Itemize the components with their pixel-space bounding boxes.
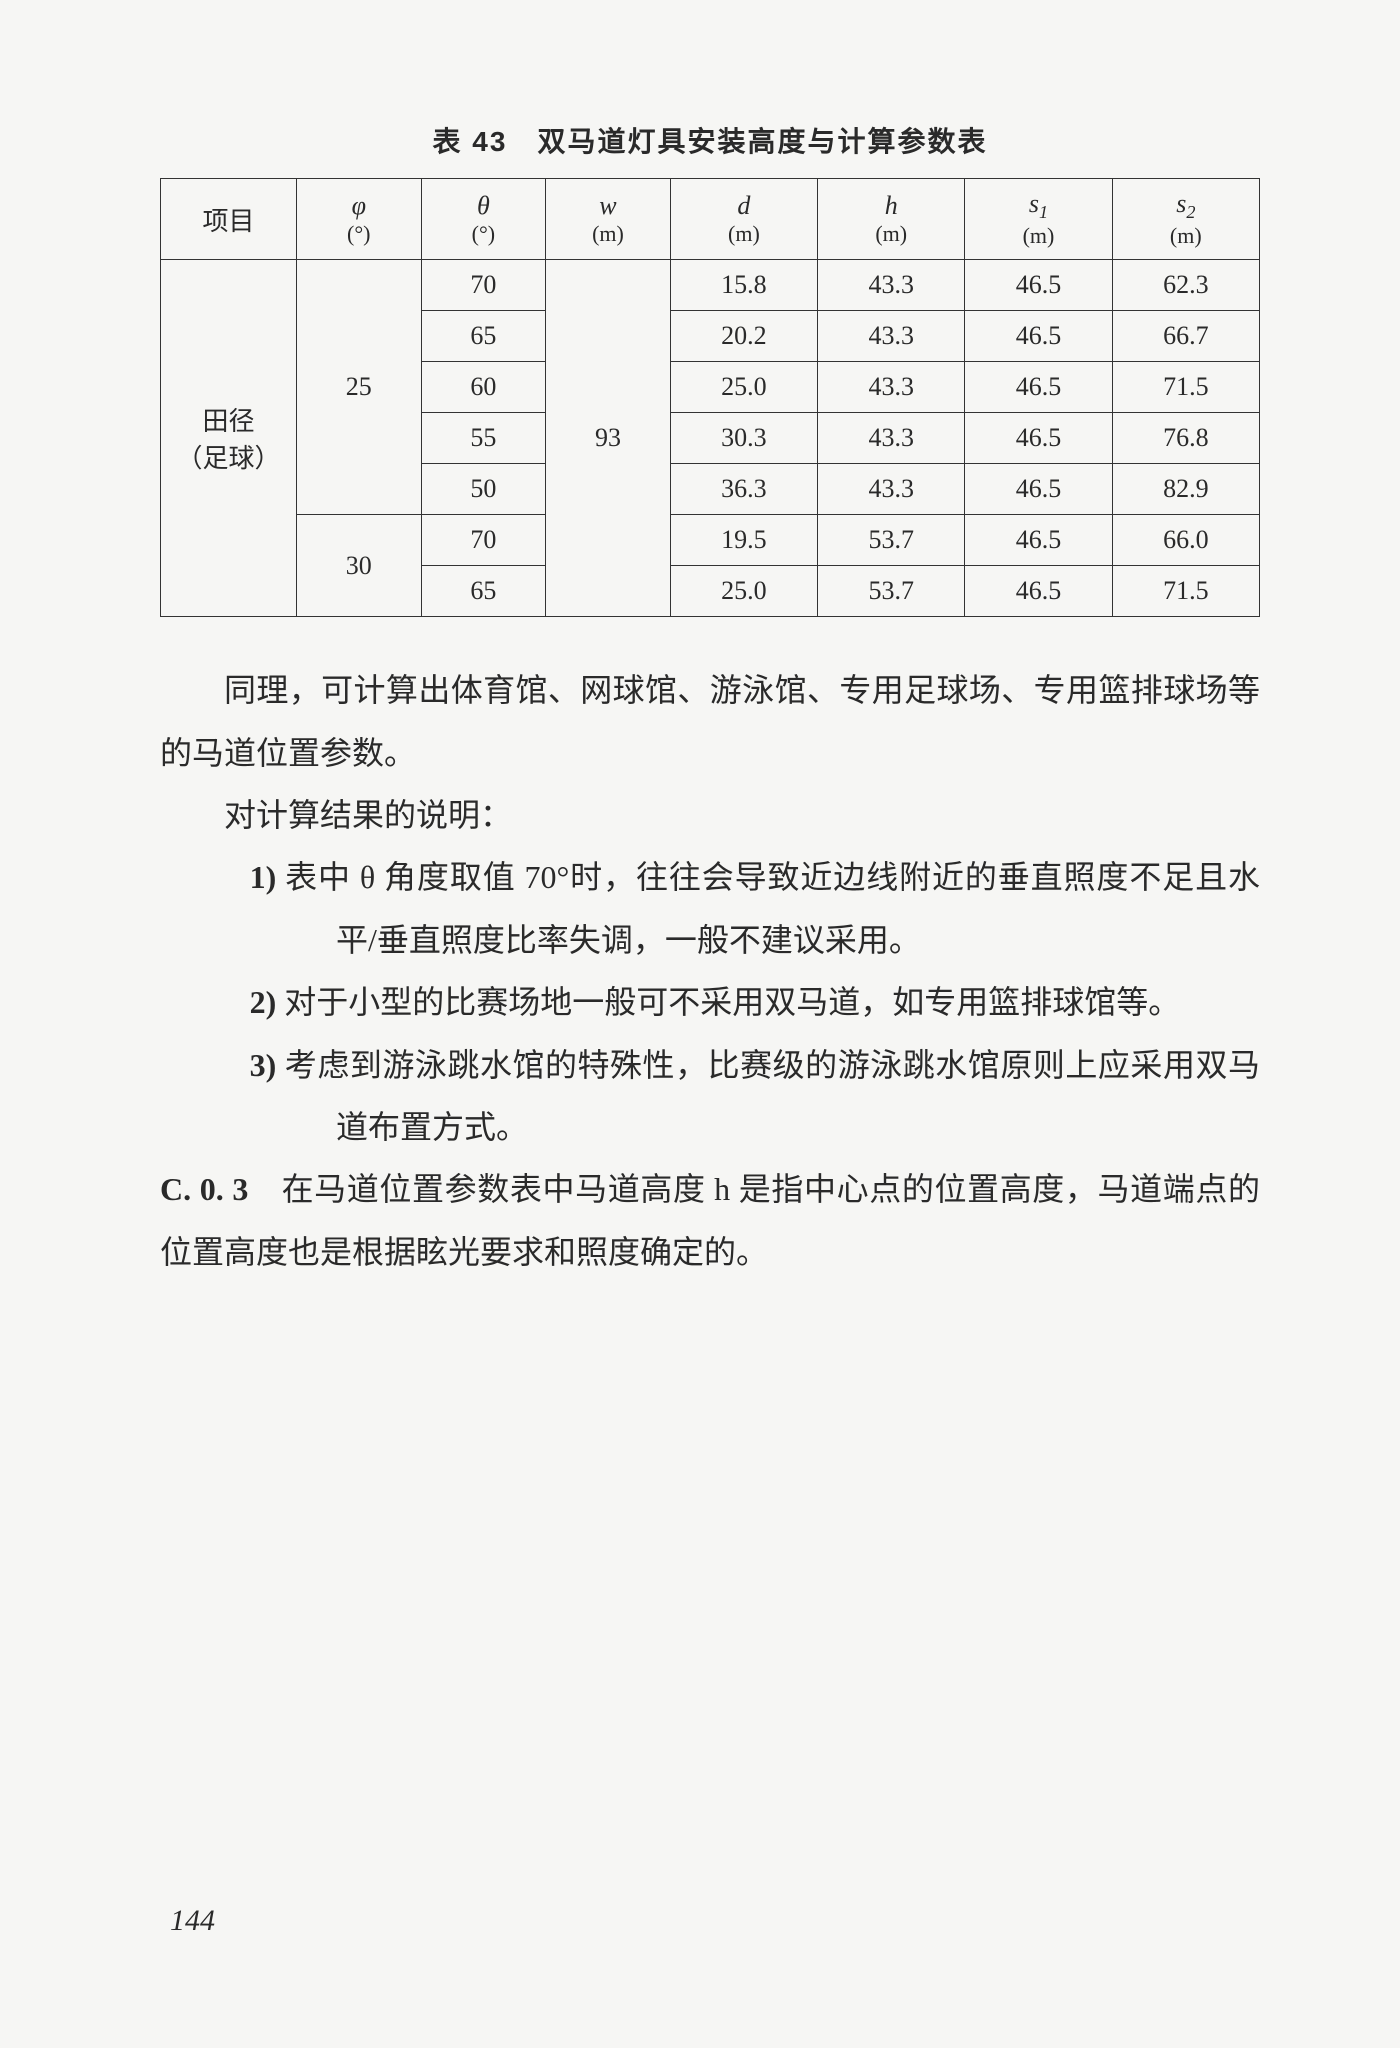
page-number: 144 (170, 1904, 215, 1938)
cell-theta: 65 (421, 566, 546, 617)
cell-d: 30.3 (670, 413, 817, 464)
col-label: d (675, 191, 813, 221)
cell-s2: 82.9 (1112, 464, 1259, 515)
cell-h: 43.3 (818, 311, 965, 362)
col-label: w (550, 191, 666, 221)
cell-s1: 46.5 (965, 311, 1112, 362)
cell-s1: 46.5 (965, 260, 1112, 311)
cell-s1: 46.5 (965, 464, 1112, 515)
cell-d: 20.2 (670, 311, 817, 362)
cell-theta: 55 (421, 413, 546, 464)
list-text: 考虑到游泳跳水馆的特殊性，比赛级的游泳跳水馆原则上应采用双马道布置方式。 (285, 1047, 1260, 1145)
cell-project: 田径 （足球） (161, 260, 297, 617)
col-unit: (m) (1117, 223, 1255, 249)
cell-w: 93 (546, 260, 671, 617)
col-label: s2 (1117, 189, 1255, 223)
cell-d: 25.0 (670, 362, 817, 413)
ordered-list: 1) 表中 θ 角度取值 70°时，往往会导致近边线附近的垂直照度不足且水平/垂… (160, 846, 1260, 1158)
list-item: 2) 对于小型的比赛场地一般可不采用双马道，如专用篮排球馆等。 (160, 971, 1260, 1033)
cell-s2: 66.0 (1112, 515, 1259, 566)
col-label: 项目 (165, 201, 292, 238)
cell-h: 53.7 (818, 515, 965, 566)
list-number: 1) (250, 859, 277, 895)
cell-s2: 71.5 (1112, 362, 1259, 413)
cell-text: （足球） (165, 438, 292, 475)
body-text: 同理，可计算出体育馆、网球馆、游泳馆、专用足球场、专用篮排球场等的马道位置参数。… (160, 659, 1260, 1283)
cell-s1: 46.5 (965, 515, 1112, 566)
col-unit: (m) (550, 221, 666, 247)
section-text: 在马道位置参数表中马道高度 h 是指中心点的位置高度，马道端点的位置高度也是根据… (160, 1171, 1260, 1269)
col-unit: (m) (675, 221, 813, 247)
page: 表 43 双马道灯具安装高度与计算参数表 项目 φ (°) θ (°) w (m… (0, 0, 1400, 2048)
list-number: 2) (250, 984, 277, 1020)
cell-theta: 65 (421, 311, 546, 362)
cell-h: 43.3 (818, 464, 965, 515)
col-unit: (°) (301, 221, 417, 247)
cell-theta: 70 (421, 515, 546, 566)
paragraph: 对计算结果的说明： (160, 784, 1260, 846)
data-table: 项目 φ (°) θ (°) w (m) d (m) (160, 178, 1260, 617)
cell-h: 43.3 (818, 260, 965, 311)
table-body: 田径 （足球） 25 70 93 15.8 43.3 46.5 62.3 65 … (161, 260, 1260, 617)
cell-s2: 62.3 (1112, 260, 1259, 311)
col-unit: (m) (969, 223, 1107, 249)
section-number: C. 0. 3 (160, 1171, 248, 1207)
list-number: 3) (250, 1047, 277, 1083)
table-caption: 表 43 双马道灯具安装高度与计算参数表 (160, 120, 1260, 160)
list-text: 表中 θ 角度取值 70°时，往往会导致近边线附近的垂直照度不足且水平/垂直照度… (285, 859, 1260, 957)
col-unit: (m) (822, 221, 960, 247)
table-header-row: 项目 φ (°) θ (°) w (m) d (m) (161, 179, 1260, 260)
cell-d: 15.8 (670, 260, 817, 311)
col-label: θ (426, 191, 542, 221)
cell-s1: 46.5 (965, 413, 1112, 464)
cell-s2: 66.7 (1112, 311, 1259, 362)
cell-d: 36.3 (670, 464, 817, 515)
table-header: 项目 φ (°) θ (°) w (m) d (m) (161, 179, 1260, 260)
cell-h: 53.7 (818, 566, 965, 617)
col-unit: (°) (426, 221, 542, 247)
cell-s2: 71.5 (1112, 566, 1259, 617)
cell-phi: 30 (296, 515, 421, 617)
cell-phi: 25 (296, 260, 421, 515)
cell-h: 43.3 (818, 413, 965, 464)
cell-text: 田径 (165, 401, 292, 438)
cell-theta: 50 (421, 464, 546, 515)
cell-s2: 76.8 (1112, 413, 1259, 464)
col-label: h (822, 191, 960, 221)
cell-theta: 70 (421, 260, 546, 311)
list-item: 3) 考虑到游泳跳水馆的特殊性，比赛级的游泳跳水馆原则上应采用双马道布置方式。 (160, 1034, 1260, 1159)
col-label: φ (301, 191, 417, 221)
cell-d: 25.0 (670, 566, 817, 617)
cell-s1: 46.5 (965, 362, 1112, 413)
table-row: 田径 （足球） 25 70 93 15.8 43.3 46.5 62.3 (161, 260, 1260, 311)
col-label: s1 (969, 189, 1107, 223)
section-paragraph: C. 0. 3 在马道位置参数表中马道高度 h 是指中心点的位置高度，马道端点的… (160, 1158, 1260, 1283)
table-row: 30 70 19.5 53.7 46.5 66.0 (161, 515, 1260, 566)
list-text: 对于小型的比赛场地一般可不采用双马道，如专用篮排球馆等。 (284, 984, 1180, 1020)
cell-s1: 46.5 (965, 566, 1112, 617)
paragraph: 同理，可计算出体育馆、网球馆、游泳馆、专用足球场、专用篮排球场等的马道位置参数。 (160, 659, 1260, 784)
cell-d: 19.5 (670, 515, 817, 566)
cell-h: 43.3 (818, 362, 965, 413)
list-item: 1) 表中 θ 角度取值 70°时，往往会导致近边线附近的垂直照度不足且水平/垂… (160, 846, 1260, 971)
cell-theta: 60 (421, 362, 546, 413)
